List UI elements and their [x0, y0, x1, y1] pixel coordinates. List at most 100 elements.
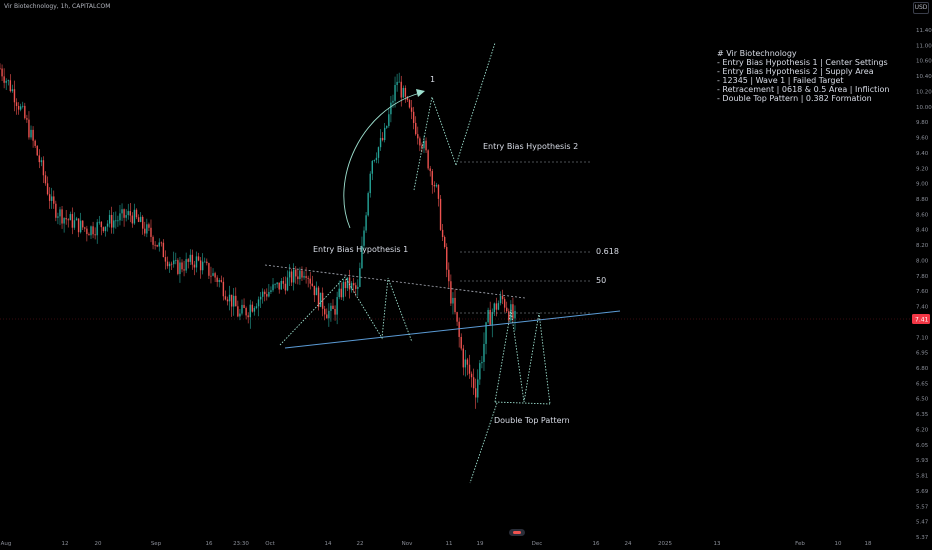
time-tick-label: 13 — [714, 541, 721, 547]
price-tick-label: 10.60 — [916, 59, 932, 65]
candle-body — [5, 80, 7, 83]
price-tick-label: 10.40 — [916, 74, 932, 80]
price-tick-label: 5.69 — [916, 489, 929, 495]
candle-body — [98, 221, 100, 223]
candle-body — [212, 273, 214, 276]
candle-body — [251, 304, 254, 312]
candle-body — [365, 215, 367, 231]
candle-body — [415, 122, 417, 135]
candle-body — [71, 214, 74, 228]
candle-body — [435, 184, 438, 187]
candle-body — [450, 281, 452, 304]
candle-body — [102, 227, 105, 232]
candle-body — [237, 306, 239, 317]
candle-body — [377, 147, 380, 158]
candle-body — [295, 269, 297, 277]
candle-body — [108, 215, 111, 224]
candle-body — [307, 277, 309, 279]
candle-body — [313, 285, 316, 296]
candle-body — [9, 80, 12, 92]
candle-body — [216, 277, 218, 282]
candle-body — [46, 183, 49, 195]
price-tick-label: 11.00 — [916, 43, 932, 49]
candle-body — [363, 230, 365, 246]
candle-body — [309, 278, 311, 284]
candle-body — [1, 68, 3, 77]
time-axis[interactable]: Aug 12 20 Sep 16 23:30 Oct 14 22 Nov 11 19 Dec 16 24 20… — [1, 529, 872, 547]
time-tick-label: 20 — [95, 541, 102, 547]
time-tick-label: 16 — [593, 541, 600, 547]
candle-body — [421, 145, 423, 149]
price-tick-label: 6.20 — [916, 427, 929, 433]
price-tick-label: 9.40 — [916, 151, 929, 157]
candle-body — [42, 160, 45, 176]
failed-target-line — [455, 42, 496, 166]
candle-body — [7, 80, 9, 82]
symbol-header: Vir Biotechnology, 1h, CAPITALCOM — [4, 3, 111, 10]
candle-body — [90, 226, 92, 236]
candle-body — [506, 307, 508, 312]
candle-body — [69, 214, 72, 221]
candle-body — [61, 209, 63, 224]
candle-body — [276, 282, 278, 285]
candle-body — [131, 215, 134, 224]
hypothesis-1-label: Entry Bias Hypothesis 1 — [313, 245, 408, 254]
currency-button[interactable]: USD — [913, 2, 929, 14]
candle-body — [22, 105, 24, 107]
candle-body — [408, 100, 411, 108]
candle-body — [201, 261, 204, 271]
price-tick-label: 8.60 — [916, 212, 929, 218]
price-tick-label: 8.00 — [916, 258, 929, 264]
candle-body — [270, 290, 272, 292]
candle-body — [301, 270, 303, 278]
candle-body — [28, 119, 30, 138]
candle-body — [117, 220, 119, 222]
candle-body — [460, 336, 462, 349]
candle-body — [398, 81, 400, 83]
candle-body — [133, 209, 136, 224]
candle-body — [311, 283, 314, 286]
price-axis[interactable]: 11.40 11.00 10.60 10.40 10.20 10.00 9.80 9.60 9.… — [0, 28, 932, 541]
candle-body — [75, 218, 78, 221]
candle-body — [187, 259, 189, 262]
analysis-notes: # Vir Biotechnology - Entry Bias Hypothes… — [717, 49, 889, 103]
price-tick-label: 8.40 — [916, 228, 929, 234]
candle-body — [346, 277, 349, 289]
note-line: - Retracement | 0618 & 0.5 Area | Inflic… — [717, 85, 890, 94]
time-tick-label: 11 — [446, 541, 453, 547]
candle-body — [148, 224, 150, 228]
last-price-tag — [912, 314, 930, 324]
candle-body — [48, 194, 51, 201]
candle-body — [462, 348, 464, 368]
candle-body — [472, 377, 475, 389]
candle-body — [375, 157, 378, 161]
arrow-head-icon — [416, 89, 425, 97]
candle-body — [123, 209, 125, 218]
candle-body — [204, 261, 206, 263]
candle-body — [379, 137, 382, 148]
candle-body — [210, 275, 212, 277]
scroll-handle-icon — [513, 531, 521, 534]
candle-body — [292, 269, 295, 283]
time-tick-label: 24 — [625, 541, 632, 547]
candle-body — [249, 304, 251, 318]
candle-body — [396, 81, 398, 86]
price-tick-label: 6.95 — [916, 351, 929, 357]
candle-body — [135, 209, 138, 218]
candle-body — [96, 222, 98, 236]
candle-body — [334, 308, 336, 315]
candle-body — [419, 138, 421, 146]
candle-body — [257, 299, 260, 307]
candle-body — [328, 310, 330, 319]
candle-body — [36, 145, 38, 156]
time-tick-label: 19 — [477, 541, 484, 547]
price-tick-label: 7.80 — [916, 274, 929, 280]
candle-body — [448, 269, 450, 282]
candle-body — [348, 277, 351, 290]
candle-body — [127, 211, 129, 216]
candle-body — [230, 294, 233, 307]
candle-body — [197, 256, 200, 261]
price-tick-label: 7.60 — [916, 289, 929, 295]
candle-body — [77, 218, 80, 233]
